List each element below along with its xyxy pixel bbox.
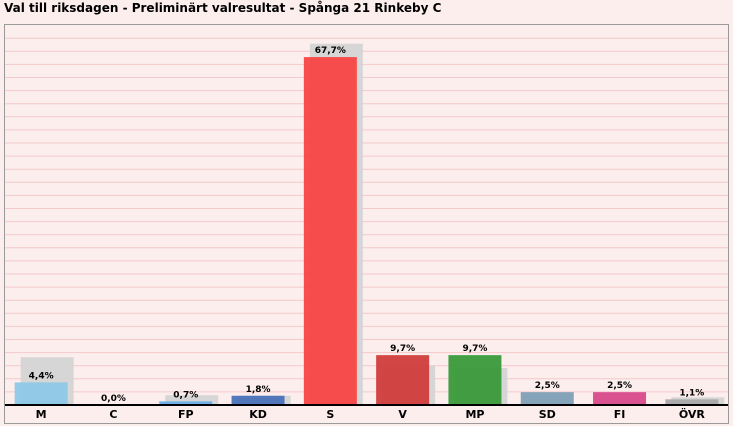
- data-label: 67,7%: [315, 46, 346, 56]
- chart-area: 4,4% M 0,0% C 0,7% FP 1,8% KD 67,7% S 9,7% V 9,7% MP 2…: [4, 24, 729, 424]
- category-label: M: [36, 408, 47, 421]
- data-label: 0,0%: [101, 394, 126, 404]
- category-label: FI: [614, 408, 626, 421]
- data-label: 2,5%: [535, 381, 560, 391]
- bar-m: [14, 382, 68, 405]
- previous-bar-fp: [165, 395, 219, 405]
- bar-fi: [593, 392, 647, 405]
- bar-s: [303, 57, 357, 405]
- bar-mp: [448, 355, 502, 405]
- data-label: 0,7%: [173, 390, 198, 400]
- data-label: 1,1%: [679, 388, 704, 398]
- data-label: 9,7%: [390, 344, 415, 354]
- category-label: V: [398, 408, 407, 421]
- category-label: S: [326, 408, 334, 421]
- data-label: 2,5%: [607, 381, 632, 391]
- category-label: KD: [249, 408, 267, 421]
- chart-title: Val till riksdagen - Preliminärt valresu…: [4, 1, 442, 15]
- bar-v: [376, 355, 430, 405]
- category-label: FP: [178, 408, 194, 421]
- category-label: ÖVR: [679, 407, 706, 421]
- bar-fp: [159, 401, 213, 405]
- bar-övr: [665, 399, 719, 405]
- bar-chart: 4,4% M 0,0% C 0,7% FP 1,8% KD 67,7% S 9,7% V 9,7% MP 2…: [5, 37, 728, 421]
- data-label: 1,8%: [246, 385, 271, 395]
- category-label: C: [109, 408, 117, 421]
- category-label: MP: [465, 408, 484, 421]
- category-label: SD: [539, 408, 556, 421]
- data-label: 4,4%: [29, 371, 54, 381]
- bar-sd: [520, 392, 574, 405]
- data-label: 9,7%: [462, 344, 487, 354]
- bar-kd: [231, 395, 285, 405]
